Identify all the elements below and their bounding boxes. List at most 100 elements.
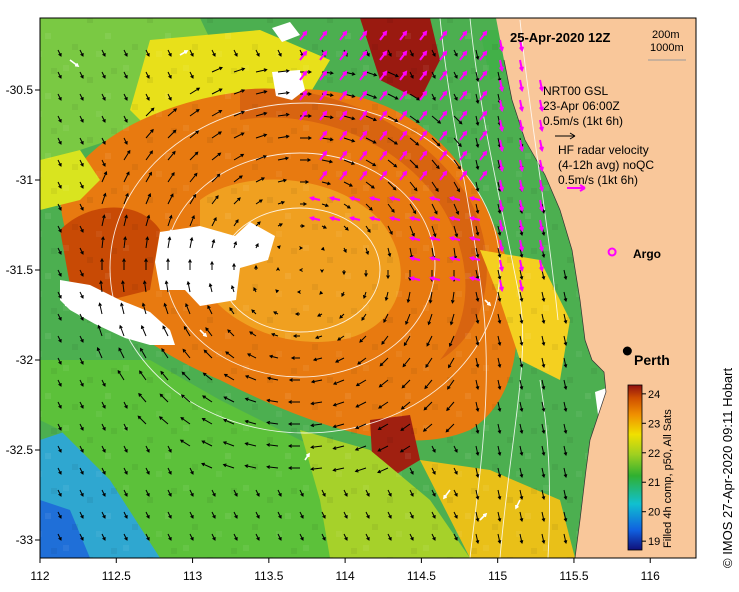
velocity-arrow xyxy=(498,139,504,153)
velocity-arrow xyxy=(425,357,433,368)
velocity-arrow xyxy=(519,291,524,303)
velocity-arrow xyxy=(288,422,300,426)
velocity-arrow xyxy=(288,444,300,448)
velocity-arrow xyxy=(201,462,213,469)
velocity-arrow xyxy=(300,136,312,140)
velocity-arrow xyxy=(123,137,128,145)
velocity-arrow xyxy=(399,90,408,101)
velocity-arrow xyxy=(233,49,238,57)
velocity-arrow xyxy=(294,312,300,316)
velocity-arrow xyxy=(459,30,468,41)
velocity-arrow xyxy=(328,216,341,222)
velocity-arrow xyxy=(266,420,279,425)
velocity-arrow xyxy=(453,159,461,170)
velocity-arrow xyxy=(101,93,106,101)
velocity-arrow xyxy=(538,219,544,233)
velocity-arrow xyxy=(96,347,103,359)
velocity-arrow xyxy=(321,203,330,208)
radar-label-2: (4-12h avg) noQC xyxy=(558,158,654,172)
sst-field xyxy=(40,18,696,558)
velocity-arrow xyxy=(211,66,223,73)
velocity-arrow xyxy=(167,445,172,453)
velocity-arrow xyxy=(57,335,62,343)
velocity-arrow xyxy=(304,452,310,461)
velocity-arrow xyxy=(227,329,235,337)
velocity-arrow xyxy=(222,463,235,469)
velocity-arrow xyxy=(167,108,178,117)
gsl-label-3: 0.5m/s (1kt 6h) xyxy=(543,114,623,128)
velocity-arrow xyxy=(167,129,177,139)
velocity-arrow xyxy=(399,130,408,141)
velocity-arrow xyxy=(101,137,106,145)
velocity-arrow xyxy=(475,137,480,149)
velocity-arrow xyxy=(79,445,84,453)
radar-label-3: 0.5m/s (1kt 6h) xyxy=(558,173,638,187)
velocity-arrow xyxy=(343,203,351,209)
velocity-arrow xyxy=(541,291,546,303)
velocity-arrow xyxy=(233,511,238,519)
velocity-arrow xyxy=(431,137,441,147)
velocity-arrow xyxy=(419,170,428,181)
colorbar-tick-label: 20 xyxy=(648,507,660,519)
velocity-arrow xyxy=(290,356,300,360)
velocity-arrow xyxy=(359,335,367,343)
velocity-arrow xyxy=(431,115,442,124)
velocity-arrow xyxy=(541,335,546,347)
velocity-arrow xyxy=(419,90,428,101)
velocity-arrow xyxy=(468,256,481,262)
velocity-arrow xyxy=(183,325,191,337)
velocity-arrow xyxy=(244,419,257,425)
velocity-arrow xyxy=(167,511,172,519)
velocity-arrow xyxy=(255,111,268,117)
velocity-arrow xyxy=(343,159,356,165)
velocity-arrow xyxy=(365,115,378,122)
velocity-arrow xyxy=(332,423,345,429)
velocity-arrow xyxy=(310,379,323,384)
velocity-arrow xyxy=(401,379,411,389)
velocity-arrow xyxy=(123,236,127,249)
velocity-arrow xyxy=(233,132,245,139)
velocity-arrow xyxy=(57,137,62,145)
velocity-arrow xyxy=(57,401,62,409)
velocity-arrow xyxy=(299,70,308,81)
velocity-arrow xyxy=(365,489,370,497)
velocity-arrow xyxy=(359,130,368,141)
radar-scale-arrow xyxy=(567,184,586,192)
velocity-arrow xyxy=(348,216,361,222)
velocity-arrow xyxy=(563,445,568,457)
perth-marker xyxy=(622,346,632,356)
velocity-arrow xyxy=(518,259,524,273)
velocity-arrow xyxy=(459,170,468,181)
colorbar-tick-label: 23 xyxy=(648,418,660,430)
velocity-arrow xyxy=(428,196,441,202)
velocity-arrow xyxy=(387,137,398,145)
velocity-arrow xyxy=(211,238,216,249)
velocity-arrow xyxy=(541,445,546,457)
y-tick-label: -31.5 xyxy=(6,263,34,277)
velocity-arrow xyxy=(266,398,279,403)
velocity-arrow xyxy=(519,467,524,479)
velocity-arrow xyxy=(57,93,62,101)
velocity-arrow xyxy=(101,236,105,249)
velocity-arrow xyxy=(251,309,257,315)
velocity-arrow xyxy=(431,181,439,192)
velocity-arrow xyxy=(448,236,461,242)
velocity-arrow xyxy=(468,276,481,282)
velocity-arrow xyxy=(101,214,106,227)
velocity-arrow xyxy=(211,88,223,95)
velocity-arrow xyxy=(431,489,436,497)
velocity-arrow xyxy=(541,533,546,545)
velocity-arrow xyxy=(479,110,488,121)
gsl-low-confidence-arrows xyxy=(61,50,521,521)
velocity-arrow xyxy=(479,512,488,521)
velocity-arrow xyxy=(379,50,388,61)
velocity-arrow xyxy=(519,423,524,435)
velocity-arrow xyxy=(479,70,488,81)
velocity-arrow xyxy=(166,258,170,270)
velocity-arrow xyxy=(563,291,568,303)
velocity-arrow xyxy=(442,489,451,500)
velocity-arrow xyxy=(419,130,428,141)
velocity-arrow xyxy=(402,357,411,368)
colorbar-tick-label: 24 xyxy=(648,389,660,401)
velocity-arrow xyxy=(57,269,62,277)
